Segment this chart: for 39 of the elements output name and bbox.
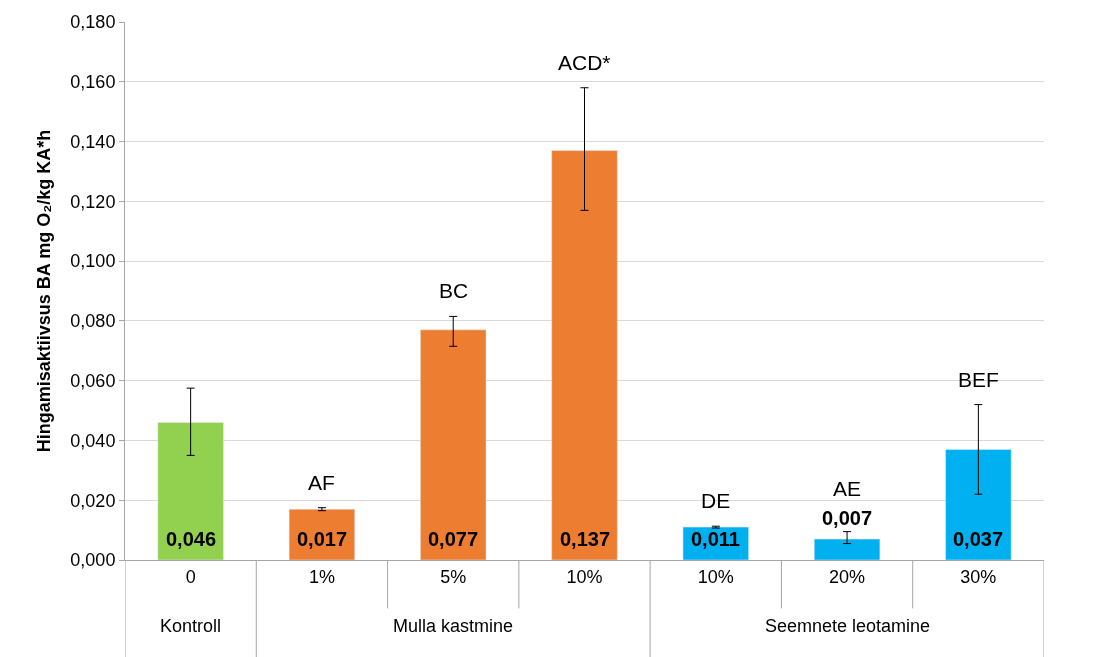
data-label: 0,046: [166, 528, 217, 550]
x-tick-label: 10%: [697, 566, 734, 587]
y-tick-label: 0,080: [70, 311, 116, 332]
y-tick-label: 0,120: [70, 191, 116, 212]
y-tick-label: 0,060: [70, 370, 116, 391]
annotation: AE: [833, 477, 862, 500]
bar: [814, 538, 881, 560]
y-tick-label: 0,180: [70, 12, 116, 33]
x-tick-label: 30%: [960, 566, 997, 587]
annotation: BC: [439, 279, 469, 302]
x-tick-label: 0: [185, 566, 196, 587]
data-label: 0,137: [560, 528, 611, 550]
annotation: AF: [308, 471, 335, 494]
data-label: 0,017: [297, 528, 348, 550]
x-tick-label: 5%: [440, 566, 467, 587]
annotation: DE: [701, 489, 731, 512]
bar: [420, 329, 487, 560]
text: Seemnete leotamine: [765, 616, 931, 636]
x-tick-label: 10%: [566, 566, 603, 587]
text: Mulla kastmine: [393, 616, 514, 636]
data-label: 0,077: [428, 528, 479, 550]
y-tick-label: 0,160: [70, 72, 116, 93]
data-label: 0,011: [691, 528, 740, 550]
y-tick-label: 0,020: [70, 490, 116, 511]
bar: [945, 449, 1012, 560]
y-tick-label: 0,140: [70, 131, 116, 152]
y-tick-label: 0,100: [70, 251, 116, 272]
text: Kontroll: [160, 616, 222, 636]
x-tick-label: 20%: [829, 566, 866, 587]
x-tick-label: 1%: [308, 566, 335, 587]
y-axis-title: Hingamisaktiivsus BA mg O₂/kg KA*h: [33, 129, 54, 453]
bar: [157, 422, 224, 560]
annotation: ACD*: [558, 51, 611, 74]
bar: [551, 150, 618, 560]
data-label: 0,007: [822, 507, 873, 529]
y-tick-label: 0,040: [70, 430, 116, 451]
data-label: 0,037: [953, 528, 1004, 550]
annotation: BEF: [958, 368, 999, 391]
y-tick-label: 0,000: [70, 550, 116, 571]
